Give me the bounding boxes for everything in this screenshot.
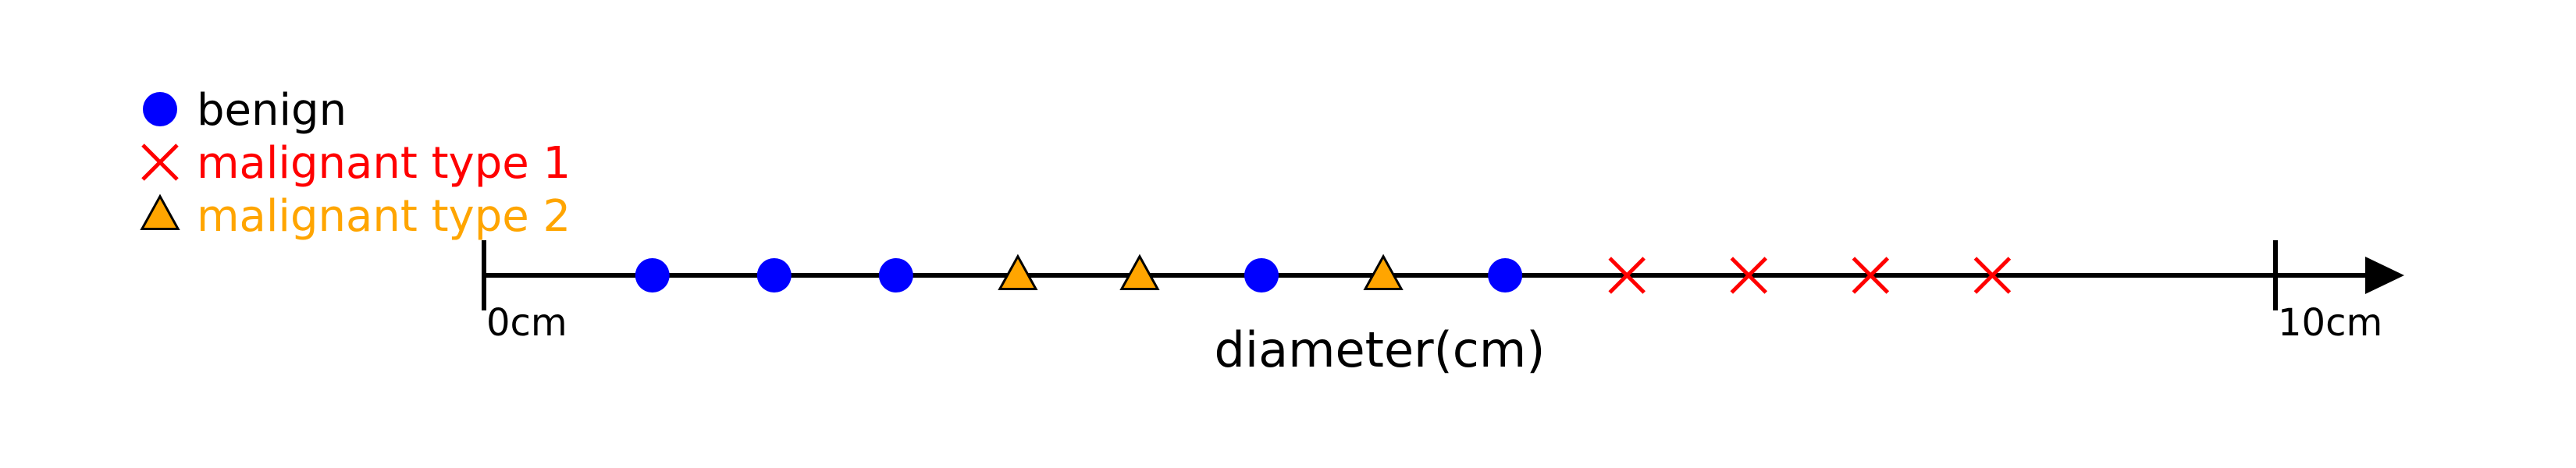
point-circle-1 [756, 258, 792, 292]
axis-tick-label-0: 0cm [486, 301, 568, 345]
point-triangle-2 [1363, 254, 1404, 291]
point-x-3-stroke-b [1973, 257, 2012, 294]
point-x-1-stroke-b [1730, 257, 1768, 294]
point-x-0 [1608, 257, 1646, 294]
data-marks [635, 254, 2012, 294]
axis-arrowhead [2365, 257, 2404, 294]
axis: 0cm 10cm diameter(cm) [482, 240, 2404, 378]
point-circle-4 [1488, 258, 1523, 292]
legend-marker-2 [140, 193, 180, 231]
point-triangle-1 [1119, 254, 1160, 291]
legend-marker-1-stroke-b [141, 144, 179, 181]
legend-label-1: malignant type 1 [197, 138, 571, 189]
legend-label-2: malignant type 2 [197, 191, 571, 242]
point-x-3 [1973, 257, 2012, 294]
point-x-2-stroke-b [1852, 257, 1890, 294]
point-x-1 [1730, 257, 1768, 294]
point-triangle-0 [998, 254, 1038, 291]
legend-marker-1 [141, 144, 179, 181]
legend-label-0: benign [197, 85, 347, 136]
point-x-0-stroke-b [1608, 257, 1646, 294]
axis-title: diameter(cm) [1215, 321, 1546, 378]
point-circle-2 [878, 258, 913, 292]
axis-tick-label-1: 10cm [2278, 301, 2382, 345]
point-circle-0 [635, 258, 670, 292]
point-circle-3 [1244, 258, 1279, 292]
legend-marker-0 [143, 92, 177, 126]
point-x-2 [1852, 257, 1890, 294]
